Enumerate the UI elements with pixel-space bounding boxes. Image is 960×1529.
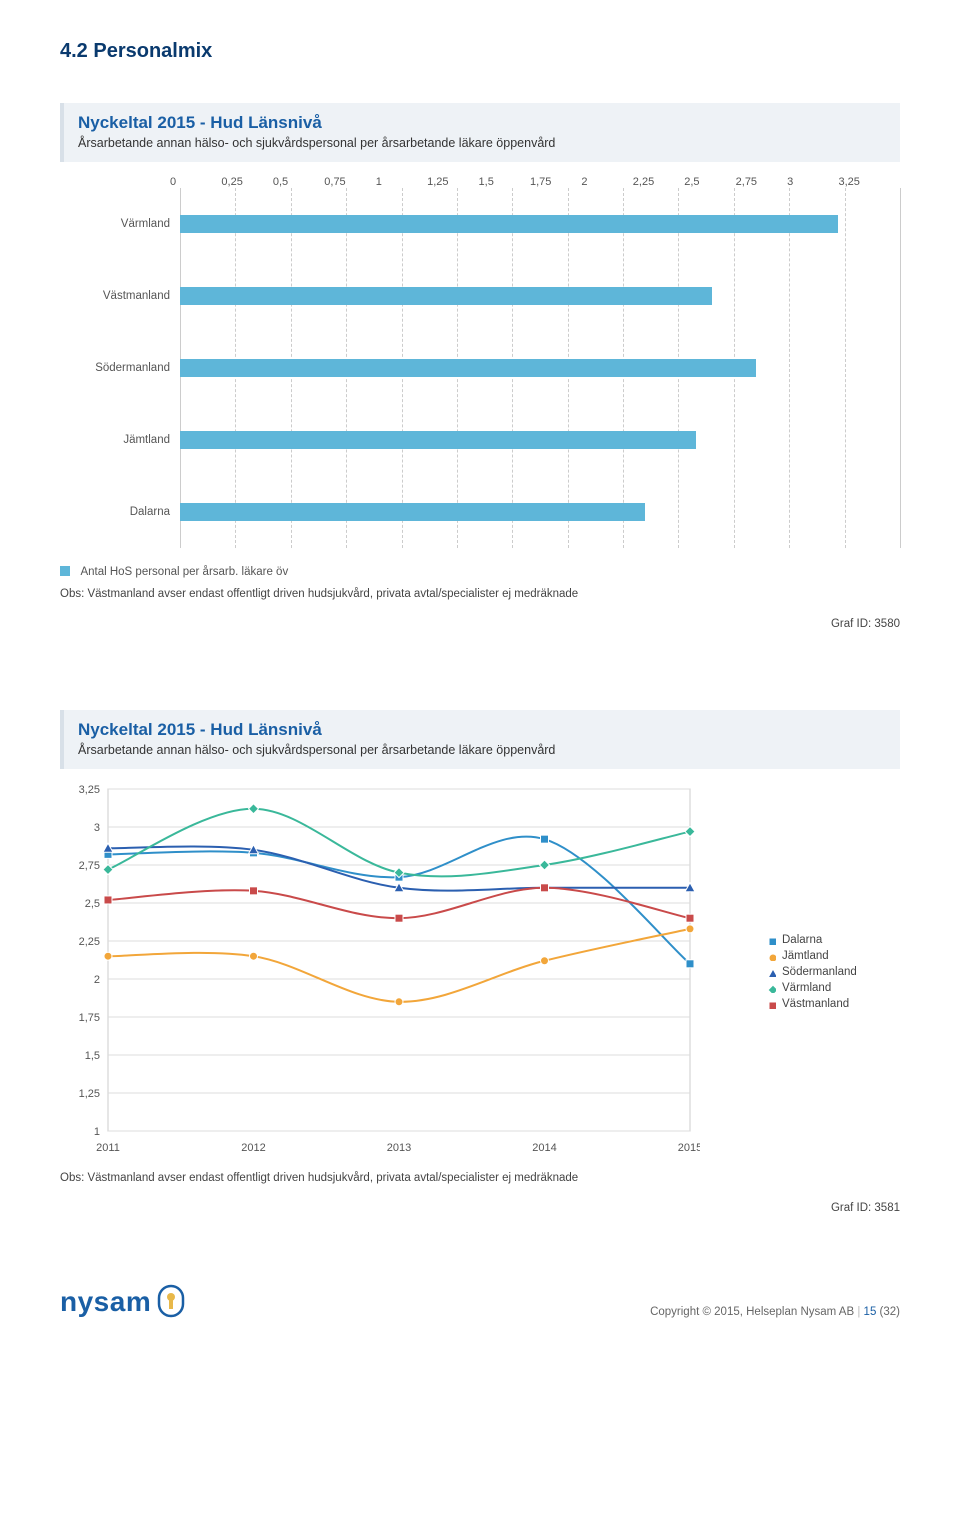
svg-text:2,5: 2,5 (85, 898, 100, 910)
svg-text:2012: 2012 (241, 1142, 265, 1154)
line-chart-block: Nyckeltal 2015 - Hud Länsnivå Årsarbetan… (60, 710, 900, 1214)
section-heading: 4.2 Personalmix (60, 40, 900, 63)
bar-plot: VärmlandVästmanlandSödermanlandJämtlandD… (180, 188, 900, 548)
svg-text:1,75: 1,75 (79, 1012, 100, 1024)
page-footer: nysam Copyright © 2015, Helseplan Nysam … (60, 1284, 900, 1318)
line-chart-area: 3,25 3 2,75 2,5 2,25 2 1,75 1,5 1,25 1 2011 2012 201… (60, 779, 900, 1164)
logo: nysam (60, 1284, 185, 1318)
bar-chart-area: 00,250,50,7511,251,51,7522,252,52,7533,2… (60, 172, 900, 640)
bar-fill (180, 287, 712, 305)
svg-text:3,25: 3,25 (79, 784, 100, 796)
bar-xaxis-tick: 0,25 (221, 176, 272, 188)
bar-label: Västmanland (60, 290, 180, 302)
bar-chart-block: Nyckeltal 2015 - Hud Länsnivå Årsarbetan… (60, 103, 900, 640)
bar-row: Värmland (60, 215, 900, 233)
chart-title: Nyckeltal 2015 - Hud Länsnivå (78, 720, 886, 740)
legend-item: Södermanland (766, 966, 900, 978)
svg-text:2,25: 2,25 (79, 936, 100, 948)
bar-legend: Antal HoS personal per årsarb. läkare öv (60, 562, 900, 580)
bar-row: Dalarna (60, 503, 900, 521)
copyright: Copyright © 2015, Helseplan Nysam AB | 1… (650, 1306, 900, 1318)
chart-subtitle: Årsarbetande annan hälso- och sjukvårdsp… (78, 743, 886, 757)
legend-item: Jämtland (766, 950, 900, 962)
legend-label: Södermanland (782, 966, 857, 978)
bar-xaxis-tick: 1 (376, 176, 427, 188)
bar-row: Jämtland (60, 431, 900, 449)
legend-item: Värmland (766, 982, 900, 994)
svg-text:1: 1 (94, 1126, 100, 1138)
bar-label: Dalarna (60, 506, 180, 518)
graf-id: Graf ID: 3580 (60, 618, 900, 630)
chart-note: Obs: Västmanland avser endast offentligt… (60, 1172, 900, 1184)
bar-fill (180, 359, 756, 377)
svg-text:1,5: 1,5 (85, 1050, 100, 1062)
logo-keyhole-icon (157, 1284, 185, 1318)
chart-header: Nyckeltal 2015 - Hud Länsnivå Årsarbetan… (60, 103, 900, 162)
bar-xaxis-tick: 0,5 (273, 176, 324, 188)
page-total: (32) (880, 1306, 900, 1318)
bar-fill (180, 503, 645, 521)
bar-xaxis-tick: 0,75 (324, 176, 375, 188)
line-legend: Dalarna Jämtland Södermanland Värmland Västm… (750, 779, 900, 1164)
line-chart-svg: 3,25 3 2,75 2,5 2,25 2 1,75 1,5 1,25 1 2011 2012 201… (60, 779, 700, 1159)
chart-title: Nyckeltal 2015 - Hud Länsnivå (78, 113, 886, 133)
bar-xaxis-tick: 2,75 (736, 176, 787, 188)
bar-xaxis: 00,250,50,7511,251,51,7522,252,52,7533,2… (180, 176, 900, 188)
legend-label: Jämtland (782, 950, 829, 962)
copyright-text: Copyright © 2015, Helseplan Nysam AB (650, 1306, 854, 1318)
svg-text:2015: 2015 (678, 1142, 700, 1154)
bar-xaxis-tick: 2,25 (633, 176, 684, 188)
graf-id: Graf ID: 3581 (60, 1202, 900, 1214)
legend-item: Västmanland (766, 998, 900, 1010)
logo-text: nysam (60, 1286, 151, 1318)
bar-label: Värmland (60, 218, 180, 230)
bar-xaxis-tick: 1,5 (479, 176, 530, 188)
bar-label: Södermanland (60, 362, 180, 374)
line-plot-wrapper: 3,25 3 2,75 2,5 2,25 2 1,75 1,5 1,25 1 2011 2012 201… (60, 779, 750, 1164)
bar-fill (180, 431, 696, 449)
legend-label: Värmland (782, 982, 831, 994)
svg-text:3: 3 (94, 822, 100, 834)
svg-text:2014: 2014 (532, 1142, 556, 1154)
bar-fill (180, 215, 838, 233)
bar-xaxis-tick: 1,75 (530, 176, 581, 188)
svg-text:2,75: 2,75 (79, 860, 100, 872)
legend-label: Västmanland (782, 998, 849, 1010)
chart-header: Nyckeltal 2015 - Hud Länsnivå Årsarbetan… (60, 710, 900, 769)
svg-text:2013: 2013 (387, 1142, 411, 1154)
bar-xaxis-tick: 0 (170, 176, 221, 188)
bar-xaxis-tick: 1,25 (427, 176, 478, 188)
bar-row: Västmanland (60, 287, 900, 305)
chart-subtitle: Årsarbetande annan hälso- och sjukvårdsp… (78, 136, 886, 150)
bar-xaxis-tick: 2 (581, 176, 632, 188)
legend-label: Dalarna (782, 934, 822, 946)
svg-text:2011: 2011 (96, 1142, 120, 1154)
legend-item: Dalarna (766, 934, 900, 946)
svg-text:1,25: 1,25 (79, 1088, 100, 1100)
bar-label: Jämtland (60, 434, 180, 446)
bar-xaxis-tick: 3,25 (838, 176, 889, 188)
legend-square-icon (60, 566, 70, 576)
page-number: 15 (864, 1306, 877, 1318)
bar-legend-label: Antal HoS personal per årsarb. läkare öv (80, 566, 288, 578)
chart-note: Obs: Västmanland avser endast offentligt… (60, 588, 900, 600)
svg-text:2: 2 (94, 974, 100, 986)
bar-xaxis-tick: 2,5 (684, 176, 735, 188)
bar-xaxis-tick: 3 (787, 176, 838, 188)
bar-row: Södermanland (60, 359, 900, 377)
